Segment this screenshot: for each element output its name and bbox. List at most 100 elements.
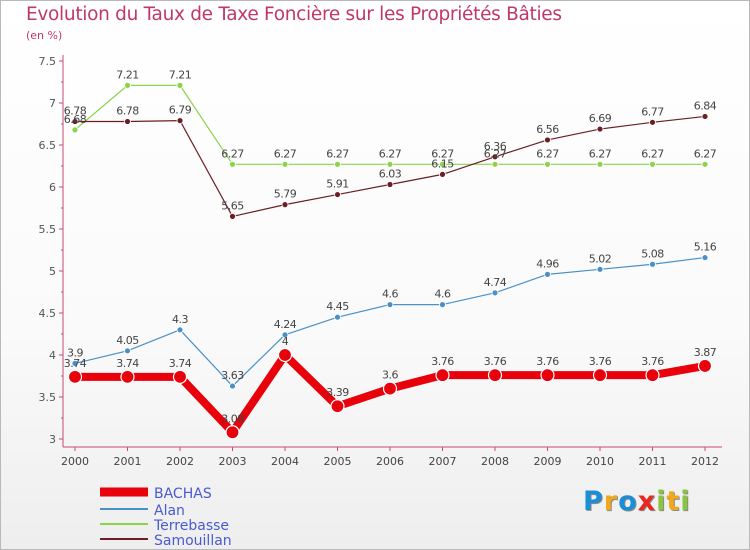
data-point (229, 382, 236, 390)
logo-letter: x (637, 486, 657, 517)
legend-label: BACHAS (154, 486, 212, 502)
data-label: 5.02 (589, 252, 612, 265)
x-tick-label: 2000 (61, 455, 89, 468)
proxiti-logo: Proxiti (583, 486, 691, 517)
y-tick-label: 7.5 (39, 55, 57, 68)
data-label: 6.79 (169, 104, 192, 117)
data-point (439, 301, 446, 309)
data-point (330, 399, 345, 414)
x-tick-label: 2006 (376, 455, 404, 468)
data-label: 7.21 (169, 68, 192, 81)
data-point (382, 381, 398, 396)
data-label: 3.76 (431, 355, 454, 368)
data-point (281, 201, 289, 209)
data-point (225, 425, 240, 440)
x-tick-label: 2008 (481, 455, 509, 468)
y-tick-label: 6.5 (39, 139, 57, 152)
y-tick-label: 3 (49, 433, 56, 446)
data-point (435, 368, 450, 383)
data-point (124, 347, 131, 355)
data-label: 3.08 (221, 412, 244, 425)
data-label: 6.27 (221, 147, 244, 160)
data-point (701, 160, 709, 168)
x-tick-label: 2004 (271, 455, 299, 468)
data-label: 3.87 (694, 346, 717, 359)
data-label: 3.74 (116, 357, 139, 370)
data-point (544, 160, 551, 168)
data-label: 6.27 (431, 147, 454, 160)
data-label: 6.68 (64, 113, 87, 126)
data-label: 6.27 (274, 147, 297, 160)
logo-letter: i (680, 486, 691, 517)
data-point (592, 368, 608, 383)
data-point (491, 160, 499, 168)
data-point (649, 160, 656, 168)
data-label: 5.65 (221, 199, 244, 212)
data-label: 6.78 (116, 104, 139, 117)
data-point (544, 270, 551, 278)
data-point (697, 358, 713, 374)
data-label: 6.27 (694, 147, 717, 160)
data-point (596, 125, 604, 133)
data-point (176, 326, 184, 334)
data-label: 5.79 (274, 188, 297, 201)
data-point (386, 181, 394, 188)
data-point (176, 117, 184, 125)
data-label: 3.74 (169, 357, 192, 370)
data-point (71, 126, 79, 134)
data-label: 4.6 (382, 288, 398, 301)
y-tick-label: 4.5 (39, 307, 57, 320)
data-point (281, 331, 289, 339)
data-point (540, 368, 555, 383)
legend-label: Alan (154, 503, 185, 519)
data-point (67, 369, 83, 384)
logo-letter: i (656, 486, 667, 517)
y-tick-label: 5.5 (39, 223, 57, 236)
data-label: 6.27 (641, 147, 664, 160)
data-label: 4.3 (172, 313, 188, 326)
data-point (334, 160, 341, 168)
data-label: 6.77 (641, 105, 664, 118)
data-label: 4.24 (274, 318, 297, 331)
y-tick-label: 5 (49, 265, 56, 278)
data-label: 4 (282, 335, 289, 348)
y-tick-label: 4 (49, 349, 56, 362)
data-label: 7.21 (116, 68, 139, 81)
x-tick-label: 2012 (691, 455, 719, 468)
chart-title: Evolution du Taux de Taxe Foncière sur l… (26, 4, 562, 25)
data-point (596, 265, 604, 273)
data-label: 3.76 (536, 355, 559, 368)
data-point (649, 118, 656, 126)
y-tick-label: 3.5 (39, 391, 57, 404)
data-label: 6.03 (379, 167, 402, 180)
data-point (229, 212, 236, 220)
data-point (491, 153, 499, 161)
data-label: 4.6 (435, 288, 451, 301)
data-label: 5.91 (326, 178, 349, 191)
data-point (334, 313, 341, 321)
data-label: 3.76 (641, 355, 664, 368)
data-point (71, 118, 79, 125)
x-tick-label: 2003 (219, 455, 247, 468)
data-point (334, 191, 341, 198)
data-point (701, 113, 709, 120)
data-label: 4.96 (536, 257, 559, 270)
data-point (544, 136, 551, 144)
data-point (277, 347, 293, 363)
data-label: 6.78 (64, 104, 87, 117)
data-label: 5.08 (641, 247, 664, 260)
data-label: 6.15 (431, 157, 454, 170)
data-label: 3.74 (64, 357, 87, 370)
legend-label: Samouillan (154, 533, 232, 549)
data-label: 6.84 (694, 99, 717, 112)
x-tick-label: 2001 (114, 455, 142, 468)
data-label: 3.76 (589, 355, 612, 368)
data-point (124, 81, 131, 89)
data-label: 4.45 (326, 300, 349, 313)
x-tick-label: 2002 (166, 455, 194, 468)
y-tick-label: 7 (49, 97, 56, 110)
data-point (124, 118, 131, 125)
legend-label: Terrebasse (153, 518, 229, 534)
